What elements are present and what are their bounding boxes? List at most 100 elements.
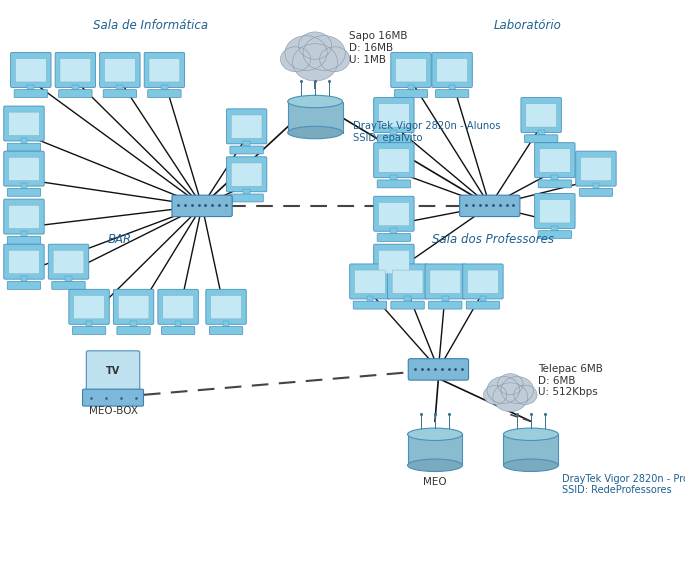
Bar: [72, 85, 79, 91]
FancyBboxPatch shape: [377, 180, 410, 188]
Ellipse shape: [503, 459, 558, 472]
FancyBboxPatch shape: [148, 90, 181, 98]
FancyBboxPatch shape: [8, 281, 40, 289]
FancyBboxPatch shape: [4, 199, 44, 234]
Bar: [366, 296, 373, 303]
FancyBboxPatch shape: [432, 52, 473, 87]
Circle shape: [292, 43, 338, 81]
FancyBboxPatch shape: [226, 109, 266, 144]
FancyBboxPatch shape: [4, 244, 44, 279]
FancyBboxPatch shape: [86, 351, 140, 391]
Ellipse shape: [288, 95, 342, 108]
FancyBboxPatch shape: [538, 231, 571, 239]
Bar: [408, 85, 414, 91]
FancyBboxPatch shape: [230, 194, 263, 202]
FancyBboxPatch shape: [14, 90, 47, 98]
FancyBboxPatch shape: [206, 289, 247, 324]
FancyBboxPatch shape: [540, 200, 570, 223]
FancyBboxPatch shape: [534, 143, 575, 178]
FancyBboxPatch shape: [540, 149, 570, 172]
FancyBboxPatch shape: [114, 289, 153, 324]
FancyBboxPatch shape: [232, 163, 262, 186]
FancyBboxPatch shape: [429, 301, 462, 309]
Bar: [288, 102, 342, 133]
Bar: [175, 321, 182, 328]
FancyBboxPatch shape: [162, 327, 195, 334]
FancyBboxPatch shape: [144, 52, 184, 87]
FancyBboxPatch shape: [74, 296, 104, 319]
Bar: [21, 276, 27, 283]
FancyBboxPatch shape: [379, 250, 409, 274]
FancyBboxPatch shape: [8, 188, 40, 196]
FancyBboxPatch shape: [163, 296, 193, 319]
FancyBboxPatch shape: [55, 52, 95, 87]
FancyBboxPatch shape: [581, 157, 611, 180]
FancyBboxPatch shape: [230, 146, 263, 154]
Text: TV: TV: [106, 366, 120, 376]
Bar: [65, 276, 72, 283]
FancyBboxPatch shape: [82, 389, 144, 406]
FancyBboxPatch shape: [350, 264, 390, 299]
Text: MEO-BOX: MEO-BOX: [88, 406, 138, 416]
Circle shape: [493, 383, 527, 412]
FancyBboxPatch shape: [391, 301, 424, 309]
FancyBboxPatch shape: [232, 115, 262, 138]
Bar: [116, 85, 123, 91]
Bar: [538, 130, 545, 136]
Bar: [449, 85, 456, 91]
FancyBboxPatch shape: [10, 52, 51, 87]
FancyBboxPatch shape: [379, 149, 409, 172]
Circle shape: [484, 385, 507, 404]
FancyBboxPatch shape: [466, 301, 499, 309]
FancyBboxPatch shape: [117, 327, 150, 334]
Circle shape: [280, 47, 310, 72]
FancyBboxPatch shape: [59, 90, 92, 98]
Text: BAR: BAR: [108, 233, 132, 246]
Text: Laboratório: Laboratório: [493, 19, 562, 32]
Bar: [390, 130, 397, 136]
Bar: [27, 85, 34, 91]
FancyBboxPatch shape: [99, 52, 140, 87]
Text: DrayTek Vigor 2820n - Alunos
SSID: epalvito: DrayTek Vigor 2820n - Alunos SSID: epalv…: [353, 121, 500, 143]
FancyBboxPatch shape: [9, 205, 39, 228]
Ellipse shape: [503, 428, 558, 440]
FancyBboxPatch shape: [538, 180, 571, 188]
FancyBboxPatch shape: [393, 270, 423, 293]
Circle shape: [285, 36, 327, 70]
FancyBboxPatch shape: [8, 143, 40, 151]
Bar: [390, 175, 397, 182]
FancyBboxPatch shape: [48, 244, 88, 279]
FancyBboxPatch shape: [460, 195, 520, 217]
FancyBboxPatch shape: [9, 157, 39, 180]
FancyBboxPatch shape: [377, 281, 410, 289]
FancyBboxPatch shape: [8, 236, 40, 244]
FancyBboxPatch shape: [408, 359, 469, 380]
Bar: [503, 434, 558, 465]
FancyBboxPatch shape: [377, 233, 410, 241]
Text: Telepac 6MB
D: 6MB
U: 512Kbps: Telepac 6MB D: 6MB U: 512Kbps: [538, 364, 603, 397]
Text: Sala de Informática: Sala de Informática: [93, 19, 208, 32]
Ellipse shape: [288, 126, 342, 139]
Bar: [130, 321, 137, 328]
Bar: [21, 231, 27, 238]
FancyBboxPatch shape: [425, 264, 465, 299]
Circle shape: [303, 36, 345, 70]
FancyBboxPatch shape: [390, 52, 432, 87]
FancyBboxPatch shape: [149, 59, 179, 82]
FancyBboxPatch shape: [103, 90, 136, 98]
Bar: [442, 296, 449, 303]
FancyBboxPatch shape: [379, 104, 409, 127]
Ellipse shape: [408, 428, 462, 440]
Circle shape: [514, 385, 537, 404]
Text: Sapo 16MB
D: 16MB
U: 1MB: Sapo 16MB D: 16MB U: 1MB: [349, 32, 408, 64]
FancyBboxPatch shape: [355, 270, 385, 293]
FancyBboxPatch shape: [353, 301, 386, 309]
Bar: [408, 434, 462, 465]
FancyBboxPatch shape: [9, 112, 39, 135]
FancyBboxPatch shape: [9, 250, 39, 274]
FancyBboxPatch shape: [373, 143, 414, 178]
FancyBboxPatch shape: [211, 296, 241, 319]
FancyBboxPatch shape: [377, 135, 410, 143]
FancyBboxPatch shape: [105, 59, 135, 82]
FancyBboxPatch shape: [16, 59, 46, 82]
